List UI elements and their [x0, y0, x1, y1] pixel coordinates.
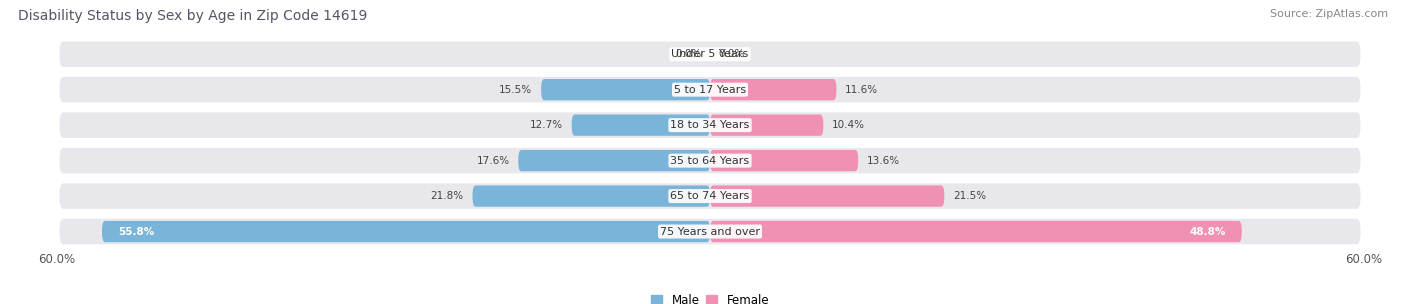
- Text: 75 Years and over: 75 Years and over: [659, 226, 761, 237]
- FancyBboxPatch shape: [710, 221, 1241, 242]
- Text: 35 to 64 Years: 35 to 64 Years: [671, 156, 749, 166]
- FancyBboxPatch shape: [710, 150, 858, 171]
- Text: 11.6%: 11.6%: [845, 85, 879, 95]
- Text: 55.8%: 55.8%: [118, 226, 155, 237]
- Text: 21.8%: 21.8%: [430, 191, 464, 201]
- FancyBboxPatch shape: [710, 115, 824, 136]
- FancyBboxPatch shape: [103, 221, 710, 242]
- Text: Under 5 Years: Under 5 Years: [672, 49, 748, 59]
- FancyBboxPatch shape: [541, 79, 710, 100]
- Legend: Male, Female: Male, Female: [645, 289, 775, 304]
- Text: Disability Status by Sex by Age in Zip Code 14619: Disability Status by Sex by Age in Zip C…: [18, 9, 367, 23]
- FancyBboxPatch shape: [710, 79, 837, 100]
- FancyBboxPatch shape: [59, 41, 1361, 67]
- Text: 0.0%: 0.0%: [675, 49, 702, 59]
- Text: 5 to 17 Years: 5 to 17 Years: [673, 85, 747, 95]
- FancyBboxPatch shape: [59, 183, 1361, 209]
- Text: 65 to 74 Years: 65 to 74 Years: [671, 191, 749, 201]
- Text: 48.8%: 48.8%: [1189, 226, 1226, 237]
- FancyBboxPatch shape: [59, 219, 1361, 244]
- FancyBboxPatch shape: [59, 77, 1361, 102]
- Text: 13.6%: 13.6%: [868, 156, 900, 166]
- Text: 15.5%: 15.5%: [499, 85, 533, 95]
- Text: 21.5%: 21.5%: [953, 191, 986, 201]
- FancyBboxPatch shape: [710, 185, 945, 207]
- FancyBboxPatch shape: [572, 115, 710, 136]
- Text: 0.0%: 0.0%: [718, 49, 745, 59]
- Text: 17.6%: 17.6%: [477, 156, 509, 166]
- FancyBboxPatch shape: [59, 112, 1361, 138]
- Text: 18 to 34 Years: 18 to 34 Years: [671, 120, 749, 130]
- Text: Source: ZipAtlas.com: Source: ZipAtlas.com: [1270, 9, 1388, 19]
- Text: 12.7%: 12.7%: [530, 120, 562, 130]
- FancyBboxPatch shape: [519, 150, 710, 171]
- FancyBboxPatch shape: [472, 185, 710, 207]
- Text: 10.4%: 10.4%: [832, 120, 865, 130]
- FancyBboxPatch shape: [59, 148, 1361, 173]
